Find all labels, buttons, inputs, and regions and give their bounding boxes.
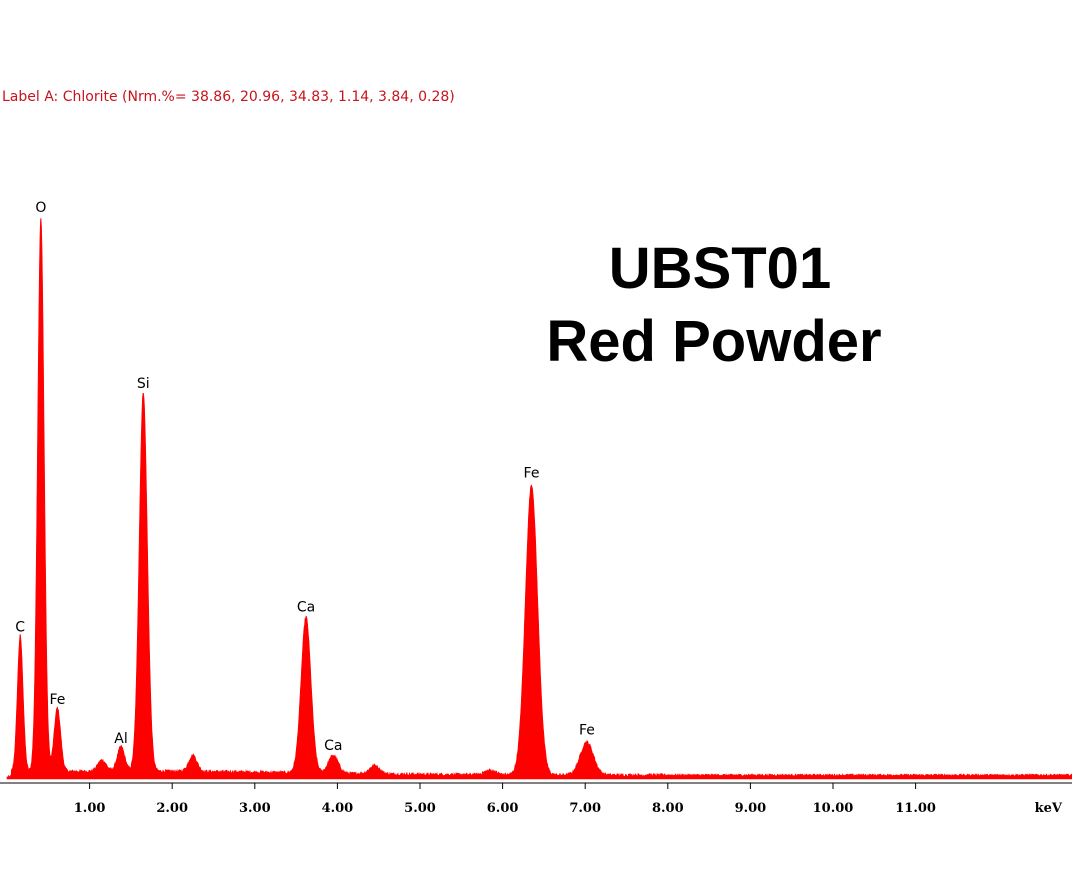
peak-label-ca-6: Ca bbox=[324, 738, 342, 754]
x-axis-unit-label: keV bbox=[1035, 801, 1063, 816]
peak-label-o-1: O bbox=[35, 200, 46, 216]
sample-description-title: Red Powder bbox=[546, 309, 881, 374]
x-tick-label-11.00: 11.00 bbox=[895, 801, 936, 816]
x-tick-label-9.00: 9.00 bbox=[735, 801, 767, 816]
peak-label-al-3: Al bbox=[114, 731, 127, 747]
peak-label-si-4: Si bbox=[137, 376, 150, 392]
peak-label-ca-5: Ca bbox=[297, 600, 315, 616]
x-tick-label-10.00: 10.00 bbox=[813, 801, 854, 816]
peak-label-fe-2: Fe bbox=[49, 692, 65, 708]
x-tick-label-2.00: 2.00 bbox=[156, 801, 188, 816]
x-tick-label-1.00: 1.00 bbox=[74, 801, 106, 816]
sample-id-title: UBST01 bbox=[609, 236, 831, 301]
spectrum-area bbox=[6, 217, 1072, 780]
x-axis-ticks: 1.00 2.00 3.00 4.00 5.00 6.00 7.00 8.00 9.00 10.0… bbox=[74, 783, 936, 816]
spectrum-label-text: Label A: Chlorite (Nrm.%= 38.86, 20.96, … bbox=[2, 89, 455, 105]
x-tick-label-3.00: 3.00 bbox=[239, 801, 271, 816]
x-tick-label-7.00: 7.00 bbox=[569, 801, 601, 816]
peak-label-fe-7: Fe bbox=[524, 466, 540, 482]
x-tick-label-8.00: 8.00 bbox=[652, 801, 684, 816]
peak-label-c-0: C bbox=[15, 619, 25, 635]
peak-label-layer: C O Fe Al Si Ca Ca Fe Fe bbox=[15, 200, 595, 754]
x-tick-label-5.00: 5.00 bbox=[404, 801, 436, 816]
x-tick-label-6.00: 6.00 bbox=[487, 801, 519, 816]
peak-label-fe-8: Fe bbox=[579, 723, 595, 739]
spectrum-layer bbox=[6, 217, 1072, 780]
x-tick-label-4.00: 4.00 bbox=[322, 801, 354, 816]
